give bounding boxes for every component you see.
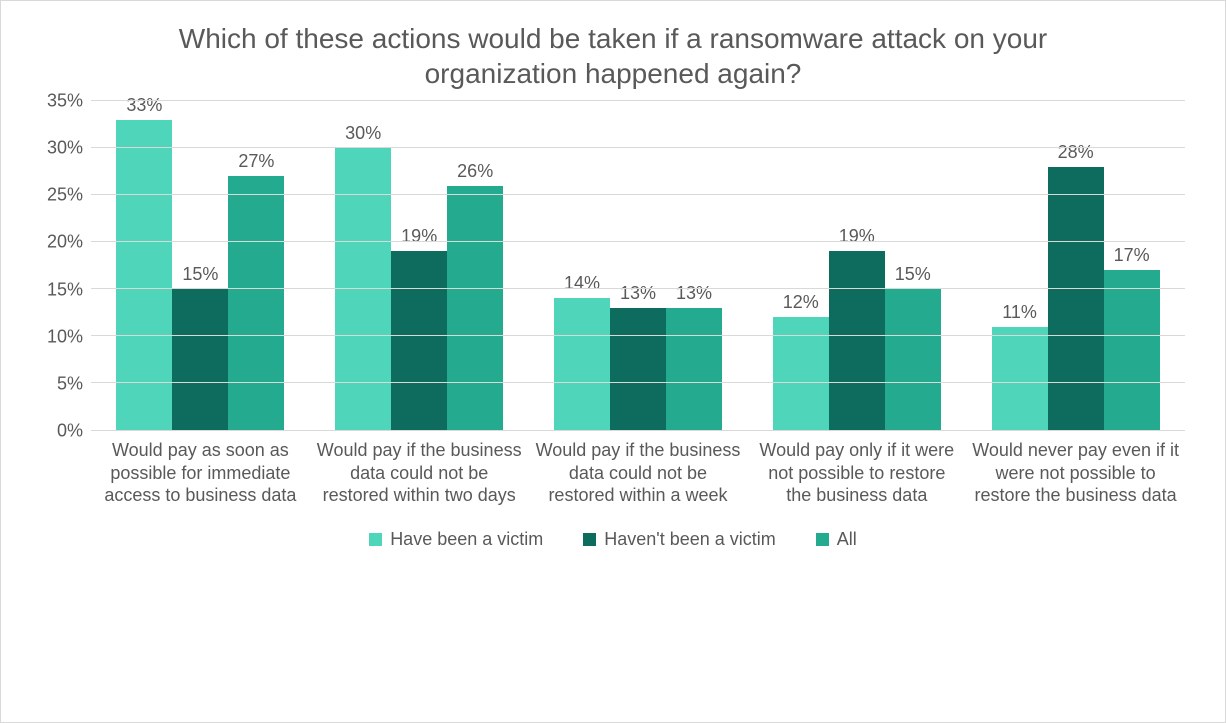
y-tick-label: 25%	[31, 185, 83, 206]
bar: 13%	[666, 101, 722, 430]
bar-value-label: 12%	[783, 292, 819, 313]
bar-rect	[391, 251, 447, 430]
gridline	[91, 241, 1185, 242]
bar-rect	[1048, 167, 1104, 430]
bar: 12%	[773, 101, 829, 430]
gridline	[91, 382, 1185, 383]
legend-swatch	[816, 533, 829, 546]
bar-value-label: 14%	[564, 273, 600, 294]
bar: 19%	[391, 101, 447, 430]
bar-rect	[172, 289, 228, 430]
gridline	[91, 147, 1185, 148]
bar-rect	[610, 308, 666, 430]
legend-swatch	[369, 533, 382, 546]
bar-value-label: 30%	[345, 123, 381, 144]
bar-value-label: 17%	[1114, 245, 1150, 266]
bar-rect	[992, 327, 1048, 430]
bar: 15%	[885, 101, 941, 430]
bar-rect	[554, 298, 610, 430]
bar-value-label: 15%	[895, 264, 931, 285]
x-axis-label: Would never pay even if it were not poss…	[966, 439, 1185, 507]
chart-plot-area: 0%5%10%15%20%25%30%35% 33%15%27%30%19%26…	[91, 101, 1185, 431]
bar-value-label: 15%	[182, 264, 218, 285]
bar: 27%	[228, 101, 284, 430]
legend-item: Have been a victim	[369, 529, 543, 550]
y-tick-label: 0%	[31, 421, 83, 442]
bar-group: 33% 15% 27%	[91, 101, 310, 430]
bar-group: 30% 19% 26%	[310, 101, 529, 430]
bar-group: 14% 13% 13%	[529, 101, 748, 430]
bar: 26%	[447, 101, 503, 430]
y-tick-label: 30%	[31, 138, 83, 159]
gridline	[91, 335, 1185, 336]
bar-value-label: 11%	[1002, 302, 1037, 323]
bar-value-label: 26%	[457, 161, 493, 182]
bar-value-label: 27%	[238, 151, 274, 172]
plot: 33% 15% 27% 30% 19% 26% 14% 13% 13% 12% 19% 15% 11% 2…	[91, 101, 1185, 431]
x-axis-label: Would pay only if it were not possible t…	[747, 439, 966, 507]
x-axis-label: Would pay if the business data could not…	[529, 439, 748, 507]
legend-label: Have been a victim	[390, 529, 543, 550]
legend: Have been a victim Haven't been a victim A…	[31, 529, 1195, 550]
legend-item: Haven't been a victim	[583, 529, 776, 550]
chart-frame: Which of these actions would be taken if…	[0, 0, 1226, 723]
bar-rect	[228, 176, 284, 430]
bar-value-label: 19%	[839, 226, 875, 247]
bar-rect	[885, 289, 941, 430]
bar-group: 11% 28% 17%	[966, 101, 1185, 430]
bar: 19%	[829, 101, 885, 430]
chart-title: Which of these actions would be taken if…	[138, 21, 1088, 91]
gridline	[91, 194, 1185, 195]
x-axis-labels: Would pay as soon as possible for immedi…	[91, 439, 1185, 507]
bar: 11%	[992, 101, 1048, 430]
bar-value-label: 33%	[126, 95, 162, 116]
y-tick-label: 10%	[31, 326, 83, 347]
legend-item: All	[816, 529, 857, 550]
legend-label: All	[837, 529, 857, 550]
bar-rect	[447, 186, 503, 430]
legend-label: Haven't been a victim	[604, 529, 776, 550]
bar: 28%	[1048, 101, 1104, 430]
bar: 33%	[116, 101, 172, 430]
bar-value-label: 28%	[1058, 142, 1094, 163]
bar: 13%	[610, 101, 666, 430]
bar-value-label: 19%	[401, 226, 437, 247]
bar-value-label: 13%	[620, 283, 656, 304]
x-axis-label: Would pay if the business data could not…	[310, 439, 529, 507]
bar-rect	[335, 148, 391, 430]
bar-value-label: 13%	[676, 283, 712, 304]
bar-rect	[829, 251, 885, 430]
y-tick-label: 35%	[31, 91, 83, 112]
gridline	[91, 288, 1185, 289]
bar: 15%	[172, 101, 228, 430]
y-axis: 0%5%10%15%20%25%30%35%	[31, 101, 91, 431]
bar-groups: 33% 15% 27% 30% 19% 26% 14% 13% 13% 12% 19% 15% 11% 2…	[91, 101, 1185, 430]
bar-rect	[1104, 270, 1160, 430]
bar: 30%	[335, 101, 391, 430]
bar-rect	[666, 308, 722, 430]
bar-rect	[116, 120, 172, 430]
y-tick-label: 15%	[31, 279, 83, 300]
bar: 14%	[554, 101, 610, 430]
bar: 17%	[1104, 101, 1160, 430]
gridline	[91, 100, 1185, 101]
bar-group: 12% 19% 15%	[747, 101, 966, 430]
y-tick-label: 5%	[31, 373, 83, 394]
x-axis-label: Would pay as soon as possible for immedi…	[91, 439, 310, 507]
legend-swatch	[583, 533, 596, 546]
y-tick-label: 20%	[31, 232, 83, 253]
